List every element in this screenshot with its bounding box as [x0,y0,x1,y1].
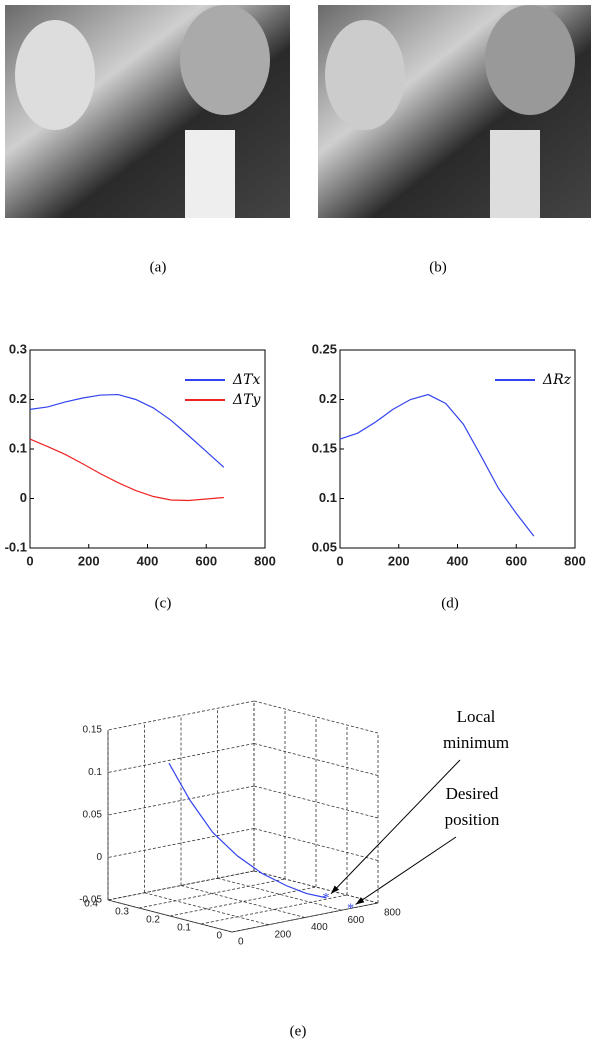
annotation-arrow [355,836,457,905]
legend-label: ΔTy [232,392,261,408]
photo-a [5,5,290,218]
annotation: Local [457,707,496,726]
trajectory [168,762,327,899]
x-tick-label: 800 [564,553,586,568]
annotation: minimum [443,733,509,752]
y-tick-label: 800 [384,908,401,919]
x-tick-label: 600 [505,553,527,568]
x-tick-label: 200 [78,553,100,568]
y-tick-label: 0.1 [319,490,337,505]
marker-star: * [347,902,354,917]
caption: (b) [429,259,447,275]
annotation: Desired [446,784,499,803]
y-tick-label: 0.2 [9,391,27,406]
plot-frame [339,349,576,549]
plot-frame [29,349,266,549]
data-line [29,438,224,502]
grid-line [217,877,342,911]
caption: (e) [290,1023,307,1039]
x-tick-label: 200 [388,553,410,568]
x-tick-label: 0.4 [84,899,98,910]
axis-line [231,902,379,933]
y-tick-label: 0.3 [9,341,27,356]
z-tick-label: -0.05 [79,895,102,906]
grid-line [144,892,269,926]
z-tick-label: 0.15 [83,725,103,736]
y-tick-label: 600 [348,915,365,926]
data-line [29,393,225,468]
x-tick-label: 0 [26,553,33,568]
axis-line [107,899,233,933]
y-tick-label: 200 [275,929,292,940]
z-tick-label: 0 [96,852,102,863]
x-tick-label: 800 [254,553,276,568]
grid-line [180,885,306,918]
grid-line [253,743,379,776]
grid-line [169,886,317,917]
x-tick-label: 600 [195,553,217,568]
y-tick-label: 0.2 [319,391,337,406]
arrow-head [331,885,340,894]
y-tick-label: 0.1 [9,440,27,455]
y-tick-label: 0 [20,490,27,505]
x-tick-label: 400 [447,553,469,568]
caption: (a) [150,259,167,275]
x-tick-label: 0.1 [177,923,191,934]
grid-line [253,700,379,734]
y-tick-label: 0.05 [312,539,337,554]
x-tick-label: 0 [216,931,222,942]
z-tick-label: 0.05 [83,810,103,821]
z-tick-label: 0.1 [88,767,102,778]
grid-line [253,785,379,819]
legend-label: ΔTx [232,372,260,388]
photo-b [318,5,591,218]
marker-star: * [323,891,330,906]
y-tick-label: 400 [311,922,328,933]
x-tick-label: 0 [336,553,343,568]
data-line [339,393,535,537]
arrow-head [355,897,365,905]
x-tick-label: 0.3 [115,907,129,918]
y-tick-label: 0 [238,937,244,948]
caption: (d) [441,595,459,611]
y-tick-label: 0.25 [312,341,337,356]
x-tick-label: 0.2 [146,915,160,926]
grid-line [253,870,379,904]
grid-line [253,828,379,861]
annotation: position [445,810,500,829]
legend-label: ΔRz [542,372,572,388]
y-tick-label: 0.15 [312,440,337,455]
x-tick-label: 400 [137,553,159,568]
annotation-arrow [330,759,461,895]
y-tick-label: -0.1 [5,539,27,554]
caption: (c) [155,595,172,611]
